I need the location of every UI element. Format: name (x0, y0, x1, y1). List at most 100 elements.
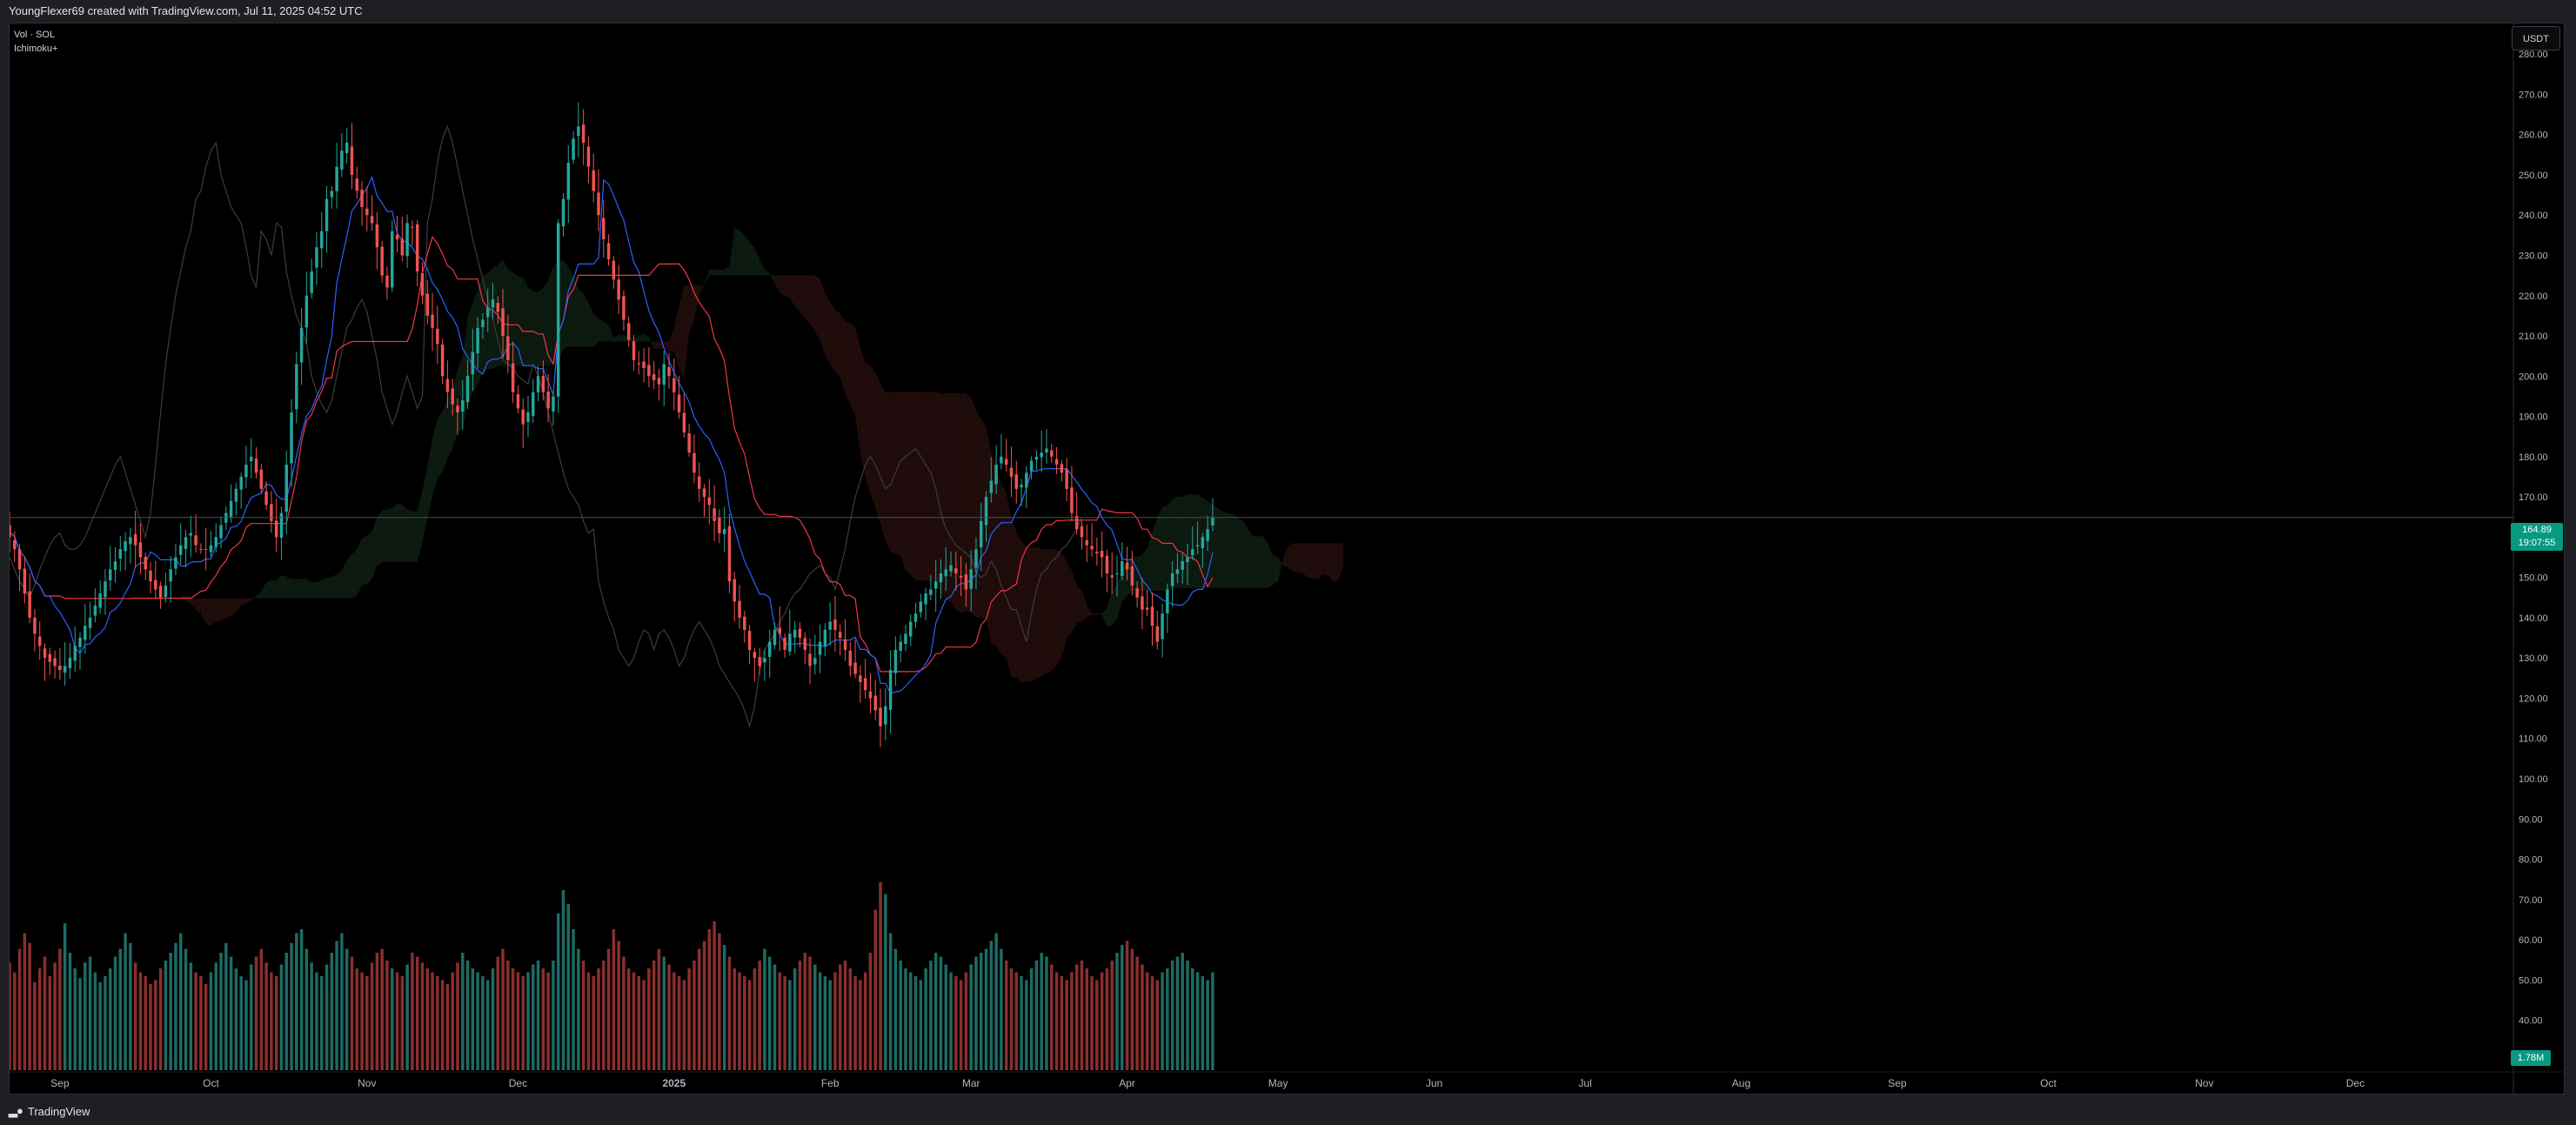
cloud-segment (996, 468, 1001, 655)
volume-bar (949, 972, 953, 1070)
volume-bar (420, 962, 425, 1070)
candle-body (853, 662, 857, 674)
volume-bar (556, 914, 560, 1070)
volume-bar (969, 964, 973, 1070)
cloud-segment (160, 566, 166, 582)
cloud-segment (1323, 543, 1329, 576)
cloud-segment (1313, 543, 1319, 579)
y-tick-label: 130.00 (2519, 653, 2548, 664)
volume-bar (1135, 956, 1139, 1070)
candle-body (893, 649, 898, 673)
cloud-segment (679, 285, 685, 380)
candle-body (687, 433, 691, 453)
cloud-segment (341, 559, 347, 599)
volume-bar (682, 980, 686, 1070)
candle-body (1170, 573, 1174, 586)
cloud-segment (855, 327, 860, 453)
candle-body (863, 678, 867, 691)
candle-body (622, 296, 626, 320)
cloud-segment (915, 392, 921, 580)
cloud-segment (840, 313, 846, 395)
cloud-segment (1217, 507, 1223, 589)
cloud-segment (1147, 531, 1153, 591)
volume-bar (904, 968, 907, 1070)
cloud-segment (362, 536, 367, 586)
volume-bar (1206, 980, 1209, 1070)
cloud-segment (487, 268, 493, 370)
volume-bar (345, 948, 349, 1070)
cloud-segment (548, 266, 553, 366)
candle-body (738, 600, 741, 618)
cloud-segment (1092, 613, 1097, 616)
currency-button[interactable]: USDT (2512, 26, 2560, 50)
volume-bar (747, 980, 752, 1070)
volume-bar (939, 956, 943, 1070)
volume-bar (88, 956, 92, 1070)
cloud-segment (291, 579, 297, 599)
candle-body (994, 465, 998, 485)
volume-bar (375, 953, 379, 1070)
cloud-segment (764, 268, 770, 276)
cloud-segment (734, 227, 740, 276)
volume-bar (431, 972, 434, 1070)
candle-body (345, 142, 349, 153)
tradingview-brand[interactable]: ▂● TradingView (9, 1104, 90, 1118)
tradingview-logo-icon: ▂● (9, 1104, 23, 1117)
candle-body (199, 548, 203, 550)
volume-bar (974, 956, 978, 1070)
candle-body (204, 548, 208, 550)
x-tick-label: Dec (2346, 1077, 2365, 1089)
candle-body (229, 500, 233, 518)
volume-bar (108, 968, 112, 1070)
volume-bar (778, 972, 782, 1070)
cloud-segment (800, 275, 806, 318)
candle-body (53, 658, 57, 666)
volume-bar (1191, 968, 1194, 1070)
cloud-segment (200, 598, 206, 623)
volume-bar (984, 948, 988, 1070)
cloud-segment (1318, 543, 1324, 579)
candle-body (828, 621, 832, 630)
volume-bar (194, 972, 197, 1070)
price-chart[interactable]: 30.0040.0050.0060.0070.0080.0090.00100.0… (10, 23, 2564, 1094)
volume-bar (707, 929, 712, 1070)
volume-bar (516, 972, 520, 1070)
volume-bar (959, 980, 963, 1070)
volume-bar (879, 882, 882, 1070)
cloud-segment (573, 276, 579, 347)
cloud-segment (1182, 494, 1188, 589)
cloud-segment (633, 335, 639, 342)
cloud-segment (946, 393, 952, 603)
volume-bar (541, 968, 545, 1070)
volume-bar (1130, 948, 1134, 1070)
candle-body (1065, 469, 1068, 489)
legend-ichimoku-label[interactable]: Ichimoku+ (14, 44, 58, 54)
legend-volume-label[interactable]: Vol · SOL (14, 30, 56, 40)
candle-body (1020, 485, 1023, 488)
candle-body (783, 637, 786, 650)
candle-body (465, 376, 470, 403)
volume-bar (104, 976, 107, 1070)
volume-bar (697, 948, 701, 1070)
volume-bar (385, 961, 389, 1070)
cloud-segment (779, 275, 786, 297)
candle-body (873, 695, 877, 711)
volume-bar (561, 890, 565, 1070)
cloud-segment (699, 284, 705, 294)
volume-bar (451, 972, 454, 1070)
cloud-segment (1116, 567, 1122, 619)
volume-bar (456, 962, 459, 1070)
chart-frame[interactable]: 30.0040.0050.0060.0070.0080.0090.00100.0… (9, 23, 2565, 1095)
volume-bar (1014, 972, 1018, 1070)
cloud-segment (478, 276, 483, 385)
volume-bar (617, 941, 620, 1070)
volume-bar (637, 976, 641, 1070)
volume-bar (63, 923, 67, 1070)
candle-body (395, 234, 399, 239)
volume-bar (622, 956, 626, 1070)
volume-bar (23, 933, 27, 1070)
cloud-segment (664, 341, 670, 352)
candle-body (521, 409, 525, 425)
volume-bar (370, 962, 374, 1070)
candle-body (511, 363, 515, 392)
